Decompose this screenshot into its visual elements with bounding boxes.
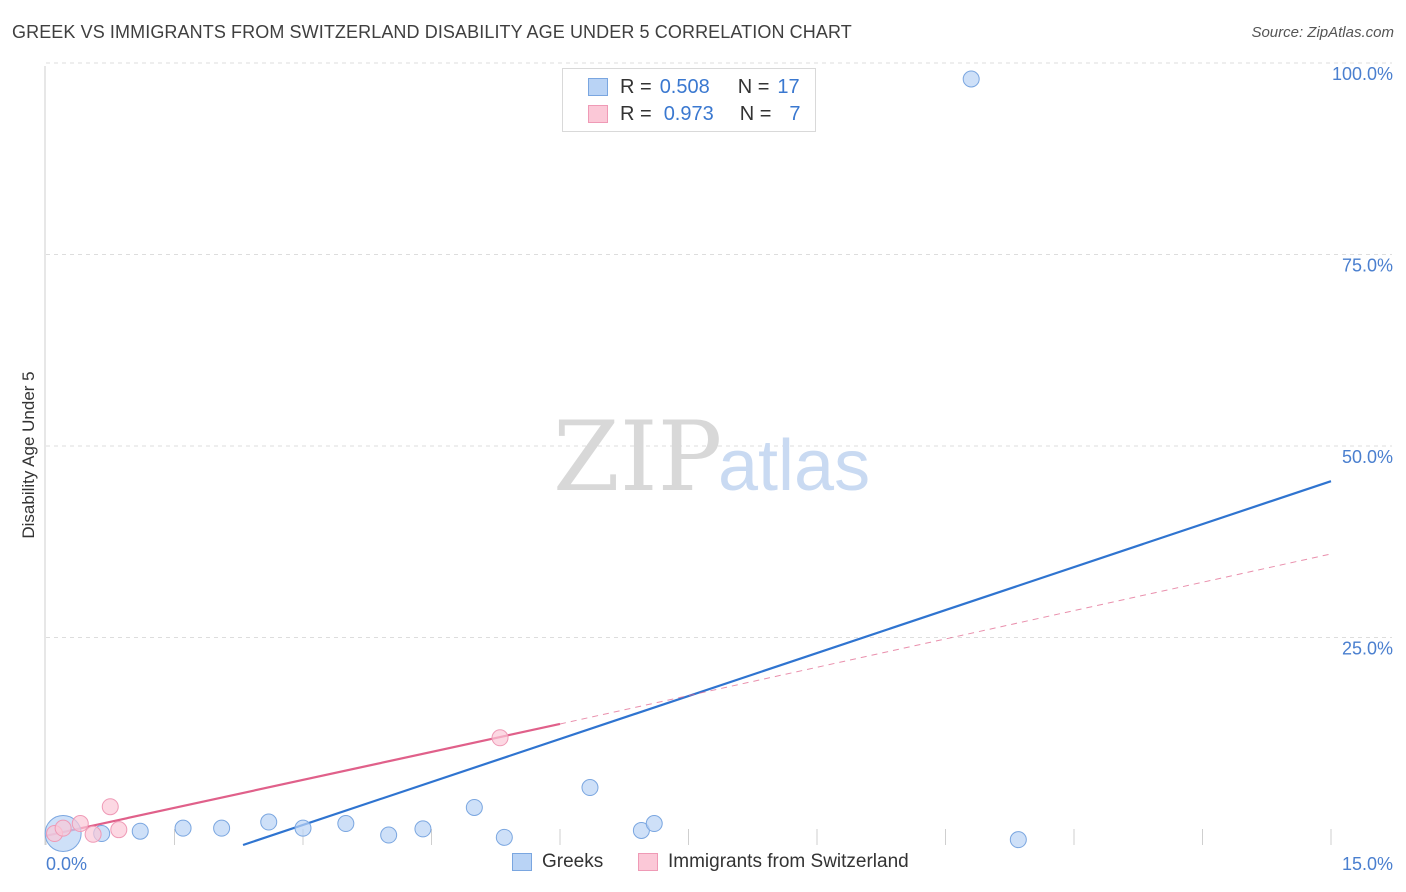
swiss-point xyxy=(71,815,89,833)
y-tick-label: 50.0% xyxy=(1342,447,1393,467)
watermark: ZIP atlas xyxy=(553,401,870,513)
trendlines xyxy=(45,480,1332,847)
legend-row-greeks: R = 0.508 N = 17 xyxy=(563,74,800,100)
greeks-n-label: N = xyxy=(737,75,770,98)
bottom-swiss-swatch xyxy=(638,853,658,871)
legend-row-swiss: R = 0.973 N = 7 xyxy=(563,101,801,127)
greeks-point xyxy=(294,819,312,837)
swiss-r-value: 0.973 xyxy=(663,102,714,125)
watermark-atlas: atlas xyxy=(718,426,870,506)
y-tick-label: 25.0% xyxy=(1342,639,1393,659)
greeks-trendline xyxy=(242,480,1332,847)
greeks-point xyxy=(213,819,231,837)
greeks-point xyxy=(131,822,149,840)
x-tick-labels: 0.0% 15.0% xyxy=(46,854,1393,874)
greeks-point xyxy=(495,828,513,846)
x-tick-label-min: 0.0% xyxy=(46,854,87,874)
y-tick-label: 100.0% xyxy=(1332,64,1393,84)
bottom-swiss-label: Immigrants from Switzerland xyxy=(668,851,909,872)
bottom-greeks-swatch xyxy=(512,853,532,871)
correlation-legend: R = 0.508 N = 17 R = 0.973 N = 7 xyxy=(562,68,816,132)
swiss-r-label: R = xyxy=(620,102,652,125)
greeks-point xyxy=(414,820,432,838)
swiss-swatch xyxy=(588,105,608,123)
swiss-trendline xyxy=(45,722,561,837)
x-tick-label-max: 15.0% xyxy=(1342,854,1393,874)
swiss-point xyxy=(110,821,128,839)
swiss-trendline-extension xyxy=(559,553,1332,725)
greeks-r-value: 0.508 xyxy=(659,75,710,98)
bottom-greeks-label: Greeks xyxy=(542,851,604,872)
swiss-point xyxy=(101,798,119,816)
data-points xyxy=(44,70,1027,853)
greeks-point xyxy=(581,779,599,797)
y-tick-labels: 25.0% 50.0% 75.0% 100.0% xyxy=(1332,64,1393,659)
bottom-legend-greeks: Greeks xyxy=(512,851,603,873)
grid-lines xyxy=(46,62,1392,638)
greeks-point xyxy=(962,70,980,88)
bottom-legend-swiss: Immigrants from Switzerland xyxy=(638,851,909,873)
swiss-point xyxy=(491,729,509,747)
y-tick-label: 75.0% xyxy=(1342,256,1393,276)
chart-title: GREEK VS IMMIGRANTS FROM SWITZERLAND DIS… xyxy=(12,22,852,42)
swiss-n-label: N = xyxy=(739,102,772,125)
swiss-n-value: 7 xyxy=(789,102,801,125)
greeks-point xyxy=(645,815,663,833)
greeks-n-value: 17 xyxy=(777,75,800,98)
greeks-point xyxy=(337,815,355,833)
greeks-point xyxy=(380,826,398,844)
watermark-zip: ZIP xyxy=(553,401,722,513)
y-axis-label: Disability Age Under 5 xyxy=(19,371,38,538)
greeks-point xyxy=(260,813,278,831)
swiss-point xyxy=(84,825,102,843)
greeks-swatch xyxy=(588,78,608,96)
axes xyxy=(44,66,1332,845)
swiss-point xyxy=(54,819,72,837)
source-label: Source: ZipAtlas.com xyxy=(1251,24,1394,41)
greeks-point xyxy=(1009,831,1027,849)
greeks-r-label: R = xyxy=(620,75,652,98)
greeks-point xyxy=(465,798,483,816)
greeks-point xyxy=(174,819,192,837)
